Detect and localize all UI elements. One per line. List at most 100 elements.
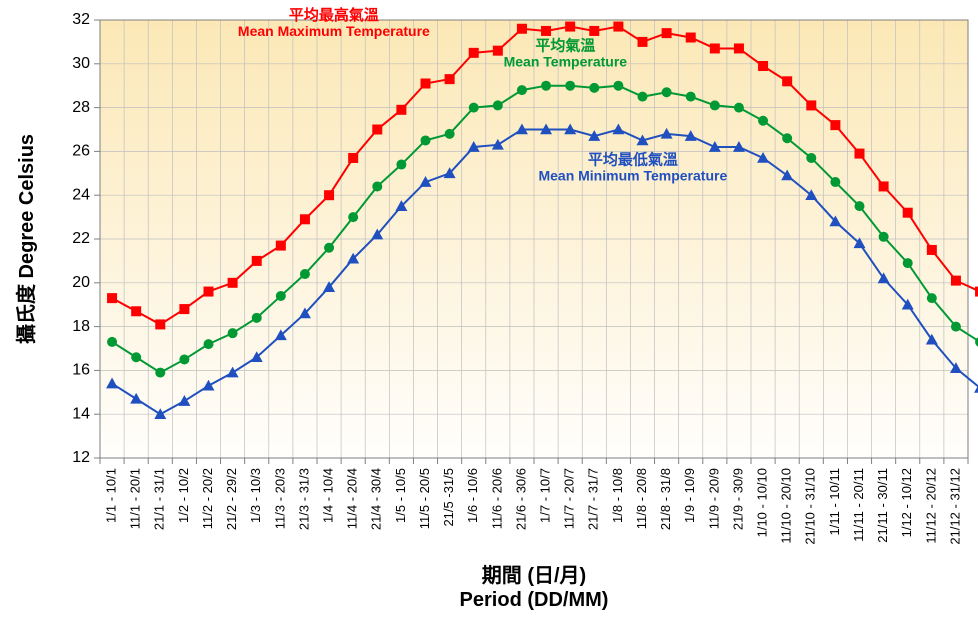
marker-circle (710, 100, 720, 110)
marker-square (638, 37, 648, 47)
marker-circle (131, 352, 141, 362)
x-tick-label: 21/12 - 31/12 (947, 468, 962, 545)
series-label-zh-mean: 平均氣溫 (535, 37, 595, 55)
marker-square (734, 43, 744, 53)
y-tick-label: 18 (72, 318, 90, 335)
marker-circle (782, 133, 792, 143)
marker-square (517, 24, 527, 34)
marker-square (155, 319, 165, 329)
x-tick-label: 1/8 - 10/8 (610, 468, 625, 523)
y-tick-label: 32 (72, 11, 90, 28)
marker-circle (179, 354, 189, 364)
marker-circle (445, 129, 455, 139)
series-label-en-min: Mean Minimum Temperature (538, 168, 727, 184)
x-tick-label: 1/11 - 10/11 (827, 468, 842, 535)
x-tick-label: 1/5 - 10/5 (393, 468, 408, 523)
y-tick-label: 30 (72, 55, 90, 72)
y-tick-label: 20 (72, 274, 90, 291)
marker-circle (300, 269, 310, 279)
marker-square (493, 46, 503, 56)
x-tick-label: 1/2 - 10/2 (176, 468, 191, 523)
x-tick-label: 11/8 - 20/8 (634, 468, 649, 529)
x-tick-label: 1/7 - 10/7 (537, 468, 552, 523)
marker-square (179, 304, 189, 314)
marker-circle (348, 212, 358, 222)
marker-circle (927, 293, 937, 303)
marker-circle (830, 177, 840, 187)
x-tick-label: 1/6 - 10/6 (465, 468, 480, 523)
marker-square (421, 79, 431, 89)
marker-square (324, 190, 334, 200)
marker-square (107, 293, 117, 303)
x-tick-label: 21/7 - 31/7 (586, 468, 601, 530)
marker-circle (252, 313, 262, 323)
x-tick-label: 21/9 - 30/9 (730, 468, 745, 530)
x-tick-label: 11/10 - 20/10 (779, 468, 794, 544)
marker-circle (469, 103, 479, 113)
marker-circle (638, 92, 648, 102)
x-tick-label: 1/12 - 10/12 (899, 468, 914, 537)
y-tick-label: 14 (72, 405, 90, 422)
x-axis-label-zh: 期間 (日/月) (482, 564, 586, 587)
x-tick-label: 11/4 - 20/4 (345, 468, 360, 529)
x-tick-label: 11/12 - 20/12 (923, 468, 938, 544)
marker-square (396, 105, 406, 115)
marker-circle (879, 232, 889, 242)
marker-square (565, 22, 575, 32)
marker-circle (855, 201, 865, 211)
x-tick-label: 1/10 - 10/10 (754, 468, 769, 537)
marker-circle (806, 153, 816, 163)
marker-circle (517, 85, 527, 95)
x-axis-label-en: Period (DD/MM) (460, 589, 609, 611)
marker-square (131, 306, 141, 316)
marker-square (252, 256, 262, 266)
marker-circle (155, 368, 165, 378)
y-tick-label: 24 (72, 186, 90, 203)
x-tick-label: 1/3 - 10/3 (248, 468, 263, 523)
marker-circle (493, 100, 503, 110)
y-tick-label: 16 (72, 362, 90, 379)
marker-circle (686, 92, 696, 102)
marker-square (903, 208, 913, 218)
series-label-zh-min: 平均最低氣溫 (588, 151, 678, 169)
marker-square (662, 28, 672, 38)
x-tick-label: 21/6 - 30/6 (513, 468, 528, 530)
x-tick-label: 21/5 -31/5 (441, 468, 456, 527)
marker-square (300, 214, 310, 224)
x-tick-label: 21/1 - 31/1 (152, 468, 167, 530)
marker-square (927, 245, 937, 255)
x-tick-label: 11/1 - 20/1 (128, 468, 143, 529)
temperature-chart: 12141618202224262830321/1 - 10/111/1 - 2… (0, 0, 978, 629)
y-tick-label: 22 (72, 230, 90, 247)
x-tick-label: 11/9 - 20/9 (706, 468, 721, 529)
x-tick-label: 21/2 - 29/2 (224, 468, 239, 530)
x-tick-label: 11/5 - 20/5 (417, 468, 432, 529)
x-tick-label: 21/10 - 31/10 (803, 468, 818, 545)
marker-circle (951, 322, 961, 332)
marker-circle (903, 258, 913, 268)
marker-circle (589, 83, 599, 93)
x-tick-label: 21/11 - 30/11 (875, 468, 890, 543)
marker-square (855, 149, 865, 159)
marker-square (686, 33, 696, 43)
marker-circle (276, 291, 286, 301)
y-axis-label: 攝氏度 Degree Celsius (14, 134, 38, 344)
marker-circle (107, 337, 117, 347)
marker-square (541, 26, 551, 36)
series-label-en-max: Mean Maximum Temperature (238, 23, 430, 39)
x-tick-label: 21/4 - 30/4 (369, 468, 384, 530)
y-tick-label: 26 (72, 143, 90, 160)
marker-circle (613, 81, 623, 91)
marker-circle (565, 81, 575, 91)
x-tick-label: 11/11 - 20/11 (851, 468, 866, 542)
marker-circle (421, 135, 431, 145)
marker-square (276, 241, 286, 251)
x-tick-label: 21/8 - 31/8 (658, 468, 673, 530)
marker-square (710, 43, 720, 53)
marker-circle (372, 181, 382, 191)
marker-circle (662, 87, 672, 97)
marker-circle (396, 160, 406, 170)
x-tick-label: 11/7 - 20/7 (562, 468, 577, 529)
x-tick-label: 21/3 - 31/3 (296, 468, 311, 530)
marker-square (445, 74, 455, 84)
